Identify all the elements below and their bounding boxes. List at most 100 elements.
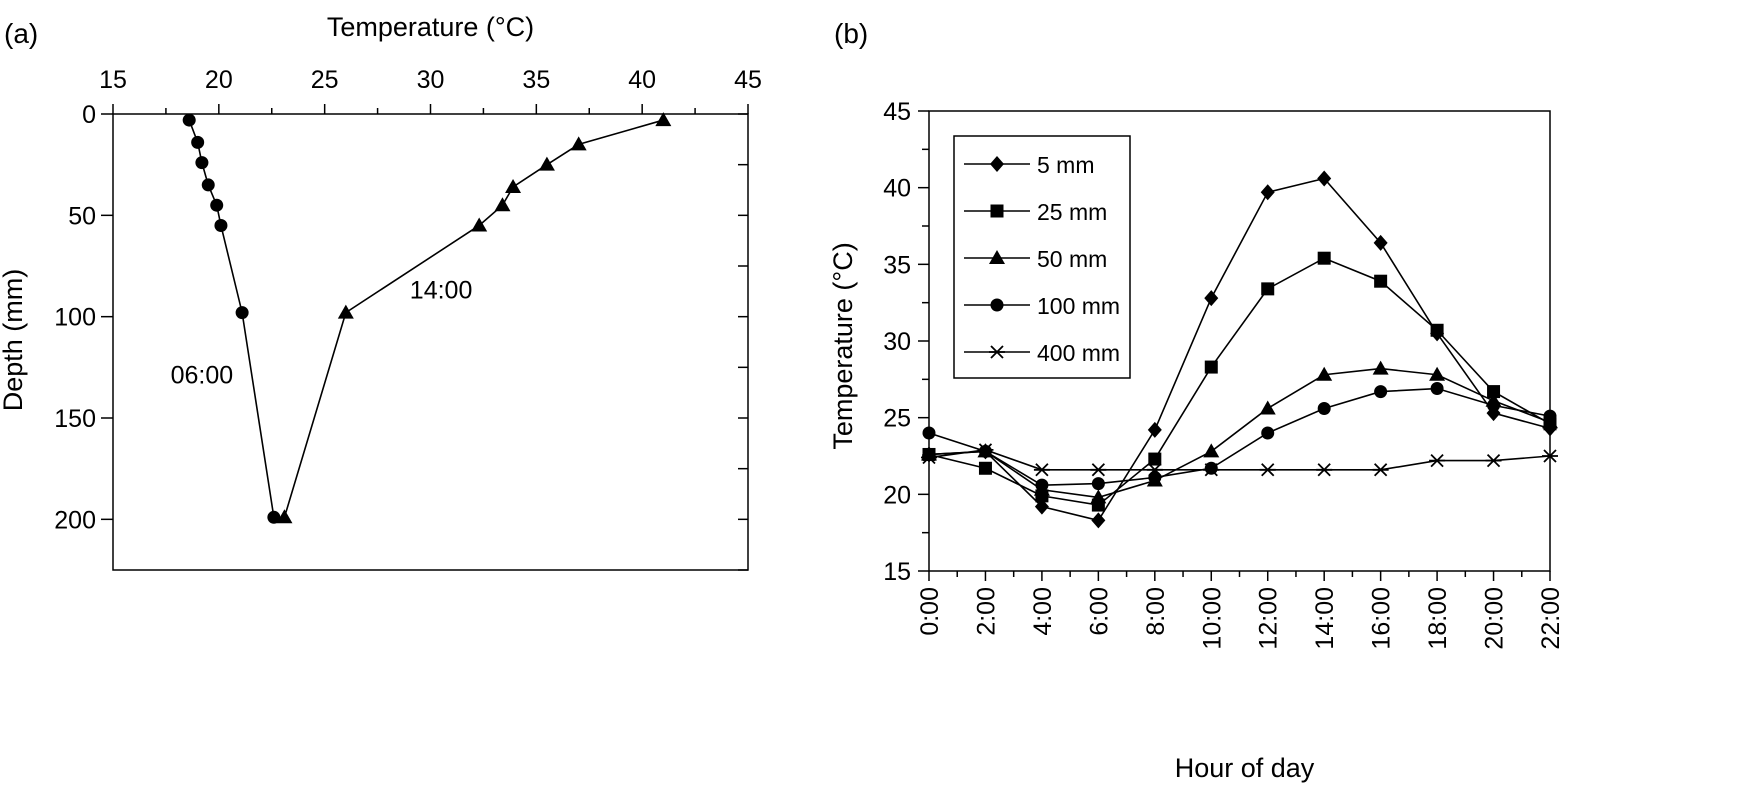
- panel-b-data-point: [1487, 385, 1501, 399]
- panel-b-data-point: [1259, 400, 1276, 415]
- panel-a-y-tick-label: 50: [68, 202, 96, 230]
- panel-b-y-tick-label: 20: [883, 481, 911, 509]
- panel-b-data-point: [1317, 401, 1331, 415]
- panel-b-data-point: [1430, 382, 1444, 396]
- panel-b-data-point: [1374, 274, 1388, 288]
- panel-a-data-point: [337, 304, 354, 319]
- panel-b-y-tick-label: 40: [883, 175, 911, 203]
- panel-a-data-point: [494, 197, 511, 212]
- panel-b-data-point: [1372, 360, 1389, 375]
- panel-a-x-tick-label: 30: [417, 66, 445, 94]
- panel-b-data-point: [1317, 170, 1332, 187]
- panel-b-data-point: [1259, 463, 1276, 477]
- panel-b-data-point: [1203, 463, 1220, 477]
- panel-a-data-point: [201, 178, 215, 192]
- panel-b-data-point: [1430, 323, 1444, 337]
- panel-b-series-line-0: [928, 177, 1551, 522]
- panel-b-x-tick-label: 22:00: [1537, 587, 1565, 650]
- panel-a-x-tick-label: 25: [311, 66, 339, 94]
- panel-b-legend-label: 400 mm: [1037, 340, 1120, 366]
- panel-a-data-point: [505, 178, 522, 193]
- panel-b-legend-marker: [990, 204, 1004, 218]
- panel-b-x-tick-label: 20:00: [1481, 587, 1509, 650]
- panel-a-x-tick-label: 40: [628, 66, 656, 94]
- panel-b-y-tick-label: 15: [883, 558, 911, 586]
- panel-b-legend-box: [953, 135, 1131, 379]
- panel-b-legend-label: 5 mm: [1037, 152, 1095, 178]
- panel-b-data-point: [1148, 452, 1162, 466]
- panel-b-legend-marker: [990, 156, 1004, 172]
- panel-b-data-point: [978, 444, 992, 458]
- panel-b-data-point: [1542, 449, 1558, 463]
- panel-a-x-axis-title: Temperature (°C): [327, 12, 534, 42]
- panel-a-y-tick-label: 0: [82, 101, 96, 129]
- panel-b-data-point: [1091, 512, 1106, 529]
- panel-b-data-point: [921, 450, 937, 465]
- panel-a-x-tick-label: 35: [522, 66, 550, 94]
- panel-a-x-tick-label: 20: [205, 66, 233, 94]
- panel-b-legend-label: 50 mm: [1037, 246, 1107, 272]
- panel-b-x-tick-label: 4:00: [1029, 587, 1057, 636]
- panel-b-data-point: [1148, 470, 1162, 484]
- panel-b-x-tick-label: 14:00: [1311, 587, 1339, 650]
- panel-a-data-point: [655, 112, 672, 127]
- panel-b-x-tick-label: 12:00: [1255, 587, 1283, 650]
- panel-b-data-point: [1429, 453, 1446, 468]
- panel-b-data-point: [1316, 366, 1333, 381]
- panel-b-x-tick-label: 18:00: [1424, 587, 1452, 650]
- panel-b-legend-marker: [989, 345, 1005, 359]
- panel-b-data-point: [1146, 463, 1163, 477]
- panel-a-data-point: [214, 218, 228, 232]
- panel-b-x-tick-label: 10:00: [1198, 587, 1226, 650]
- panel-b-data-point: [1373, 234, 1388, 251]
- panel-a-series-line-0: [188, 119, 275, 518]
- panel-b-legend-label: 25 mm: [1037, 199, 1107, 225]
- panel-label-a: (a): [4, 18, 39, 49]
- panel-b-data-point: [1204, 360, 1218, 374]
- panel-b-x-tick-label: 2:00: [972, 587, 1000, 636]
- panel-b-data-point: [1317, 251, 1331, 265]
- panel-b-data-point: [1091, 477, 1105, 491]
- panel-b-series-line-4: [928, 449, 1551, 471]
- panel-a-y-tick-label: 100: [54, 304, 96, 332]
- panel-b-data-point: [1372, 463, 1389, 477]
- panel-a-series-line-1: [283, 119, 664, 518]
- panel-b-data-point: [1204, 461, 1218, 475]
- panel-b-x-axis-title: Hour of day: [1175, 753, 1315, 783]
- panel-a-x-tick-label: 45: [734, 66, 762, 94]
- panel-b-data-point: [1429, 366, 1446, 381]
- panel-b-legend-marker: [989, 250, 1005, 264]
- panel-b-data-point: [1035, 478, 1049, 492]
- panel-a-data-point: [182, 113, 196, 127]
- panel-b-data-point: [922, 426, 936, 440]
- panel-b-legend-marker: [990, 298, 1004, 312]
- panel-b-series-line-1: [928, 257, 1551, 506]
- panel-a-y-tick-label: 150: [54, 405, 96, 433]
- panel-b-data-point: [1260, 184, 1275, 201]
- panel-b-data-point: [977, 443, 994, 457]
- panel-b-x-tick-label: 16:00: [1368, 587, 1396, 650]
- panel-b-data-point: [1090, 489, 1107, 504]
- panel-a-data-point: [267, 510, 281, 524]
- panel-b-data-point: [1374, 385, 1388, 399]
- panel-a-x-tick-label: 15: [99, 66, 127, 94]
- panel-b-data-point: [1090, 463, 1107, 477]
- panel-b-x-tick-label: 6:00: [1085, 587, 1113, 636]
- panel-b-legend-label: 100 mm: [1037, 293, 1120, 319]
- panel-b-y-axis-title: Temperature (°C): [828, 242, 858, 449]
- panel-a-data-point: [195, 156, 209, 170]
- panel-b-data-point: [1261, 426, 1275, 440]
- panel-b-data-point: [1147, 421, 1162, 438]
- panel-label-b: (b): [834, 18, 869, 49]
- panel-a-data-point: [570, 136, 587, 151]
- panel-a-data-point: [538, 156, 555, 171]
- panel-a-data-point: [210, 198, 224, 212]
- panel-b-data-point: [1487, 398, 1501, 412]
- panel-a-annotation: 14:00: [410, 276, 473, 304]
- panel-b-data-point: [1034, 498, 1049, 515]
- panel-b-y-tick-label: 35: [883, 251, 911, 279]
- panel-b-data-point: [1485, 453, 1502, 468]
- panel-b-y-tick-label: 25: [883, 405, 911, 433]
- panel-b-series-line-2: [928, 367, 1551, 499]
